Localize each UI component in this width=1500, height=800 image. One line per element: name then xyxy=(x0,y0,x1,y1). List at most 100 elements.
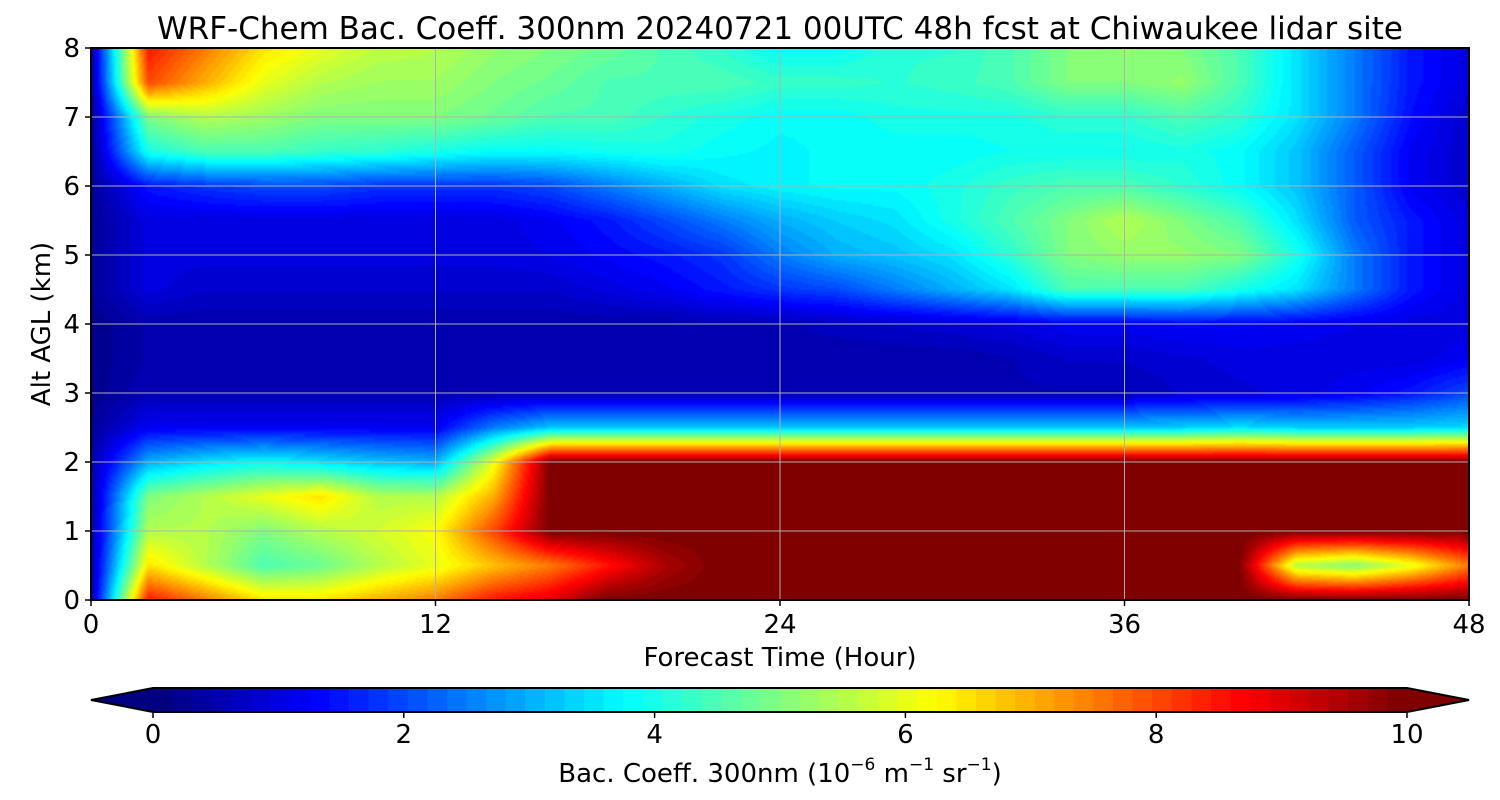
colorbar-cell xyxy=(1132,688,1153,712)
colorbar-cell xyxy=(1230,688,1251,712)
colorbar-cell xyxy=(505,688,526,712)
colorbar-cell xyxy=(172,688,193,712)
colorbar-cell xyxy=(525,688,546,712)
colorbar-tick-label: 0 xyxy=(145,720,162,750)
colorbar-cell xyxy=(466,688,487,712)
colorbar-cell xyxy=(329,688,350,712)
colorbar-cell xyxy=(897,688,918,712)
y-tick-label: 1 xyxy=(63,517,80,547)
colorbar-cell xyxy=(1034,688,1055,712)
colorbar-tick-label: 8 xyxy=(1148,720,1165,750)
colorbar-cell xyxy=(1093,688,1114,712)
colorbar-cell xyxy=(564,688,585,712)
colorbar-cell xyxy=(936,688,957,712)
colorbar-label-close: ) xyxy=(992,759,1002,789)
colorbar-cell xyxy=(486,688,507,712)
colorbar-cell xyxy=(1113,688,1134,712)
colorbar-cell xyxy=(1015,688,1036,712)
x-tick-label: 0 xyxy=(83,610,100,640)
colorbar: 0 2 4 6 8 10 Bac. Coeff. 300nm (10−6 m−1 sr−1… xyxy=(90,687,1470,789)
colorbar-cell xyxy=(1328,688,1349,712)
colorbar-cell xyxy=(877,688,899,712)
colorbar-cell xyxy=(780,688,801,712)
colorbar-cell xyxy=(1191,688,1212,712)
colorbar-tick-label: 6 xyxy=(897,720,914,750)
colorbar-tick-label: 10 xyxy=(1390,720,1423,750)
colorbar-cell xyxy=(662,688,683,712)
colorbar-cell xyxy=(819,688,840,712)
colorbar-cell xyxy=(1073,688,1095,712)
colorbar-cell xyxy=(721,688,742,712)
colorbar-cell xyxy=(427,688,448,712)
x-tick-label: 36 xyxy=(1108,610,1141,640)
colorbar-cell xyxy=(290,688,311,712)
colorbar-tick-label: 4 xyxy=(646,720,663,750)
y-tick-label: 0 xyxy=(63,586,80,616)
colorbar-cells xyxy=(153,688,1408,712)
colorbar-cell xyxy=(1269,688,1291,712)
colorbar-tick-label: 2 xyxy=(396,720,413,750)
colorbar-label-unit: m xyxy=(875,759,909,789)
colorbar-cell xyxy=(642,688,664,712)
colorbar-cell xyxy=(975,688,997,712)
colorbar-label-exponent: −1 xyxy=(967,755,992,775)
colorbar-cell xyxy=(1348,688,1369,712)
colorbar-cell xyxy=(1211,688,1232,712)
colorbar-cell xyxy=(740,688,762,712)
y-tick-label: 3 xyxy=(63,379,80,409)
colorbar-cell xyxy=(1367,688,1389,712)
colorbar-cell xyxy=(270,688,291,712)
colorbar-cell xyxy=(917,688,938,712)
colorbar-cell xyxy=(1152,688,1173,712)
colorbar-label-exponent: −6 xyxy=(850,755,875,775)
colorbar-cell xyxy=(1289,688,1310,712)
colorbar-cell xyxy=(407,688,428,712)
colorbar-label-exponent: −1 xyxy=(909,755,934,775)
colorbar-cell xyxy=(250,688,272,712)
y-tick-label: 6 xyxy=(63,172,80,202)
y-tick-label: 7 xyxy=(63,103,80,133)
colorbar-min-extension xyxy=(91,688,153,712)
colorbar-cell xyxy=(584,688,605,712)
colorbar-cell xyxy=(211,688,232,712)
x-axis-ticks: 0 12 24 36 48 xyxy=(83,600,1486,640)
colorbar-cell xyxy=(682,688,703,712)
y-axis-ticks: 0 1 2 3 4 5 6 7 8 xyxy=(63,34,91,616)
colorbar-cell xyxy=(956,688,977,712)
colorbar-label-main: Bac. Coeff. 300nm (10 xyxy=(558,759,850,789)
grid-lines xyxy=(91,48,1469,600)
colorbar-cell xyxy=(1387,688,1408,712)
y-tick-label: 4 xyxy=(63,310,80,340)
colorbar-cell xyxy=(348,688,370,712)
colorbar-cell xyxy=(446,688,468,712)
colorbar-cell xyxy=(192,688,213,712)
colorbar-cell xyxy=(309,688,330,712)
colorbar-cell xyxy=(995,688,1016,712)
colorbar-ticks: 0 2 4 6 8 10 xyxy=(145,712,1424,750)
colorbar-cell xyxy=(1250,688,1271,712)
colorbar-cell xyxy=(760,688,781,712)
colorbar-cell xyxy=(838,688,859,712)
colorbar-cell xyxy=(701,688,722,712)
colorbar-cell xyxy=(1309,688,1330,712)
colorbar-label-unit: sr xyxy=(934,759,967,789)
colorbar-cell xyxy=(153,688,174,712)
y-tick-label: 8 xyxy=(63,34,80,64)
y-axis-label: Alt AGL (km) xyxy=(27,242,57,406)
colorbar-cell xyxy=(388,688,409,712)
x-tick-label: 12 xyxy=(419,610,452,640)
colorbar-cell xyxy=(1054,688,1075,712)
y-tick-label: 5 xyxy=(63,241,80,271)
colorbar-cell xyxy=(544,688,566,712)
colorbar-max-extension xyxy=(1407,688,1469,712)
colorbar-cell xyxy=(231,688,252,712)
x-tick-label: 48 xyxy=(1452,610,1485,640)
x-axis-label: Forecast Time (Hour) xyxy=(643,643,916,673)
colorbar-cell xyxy=(1171,688,1193,712)
x-tick-label: 24 xyxy=(763,610,796,640)
colorbar-cell xyxy=(603,688,624,712)
colorbar-cell xyxy=(368,688,389,712)
colorbar-cell xyxy=(799,688,820,712)
